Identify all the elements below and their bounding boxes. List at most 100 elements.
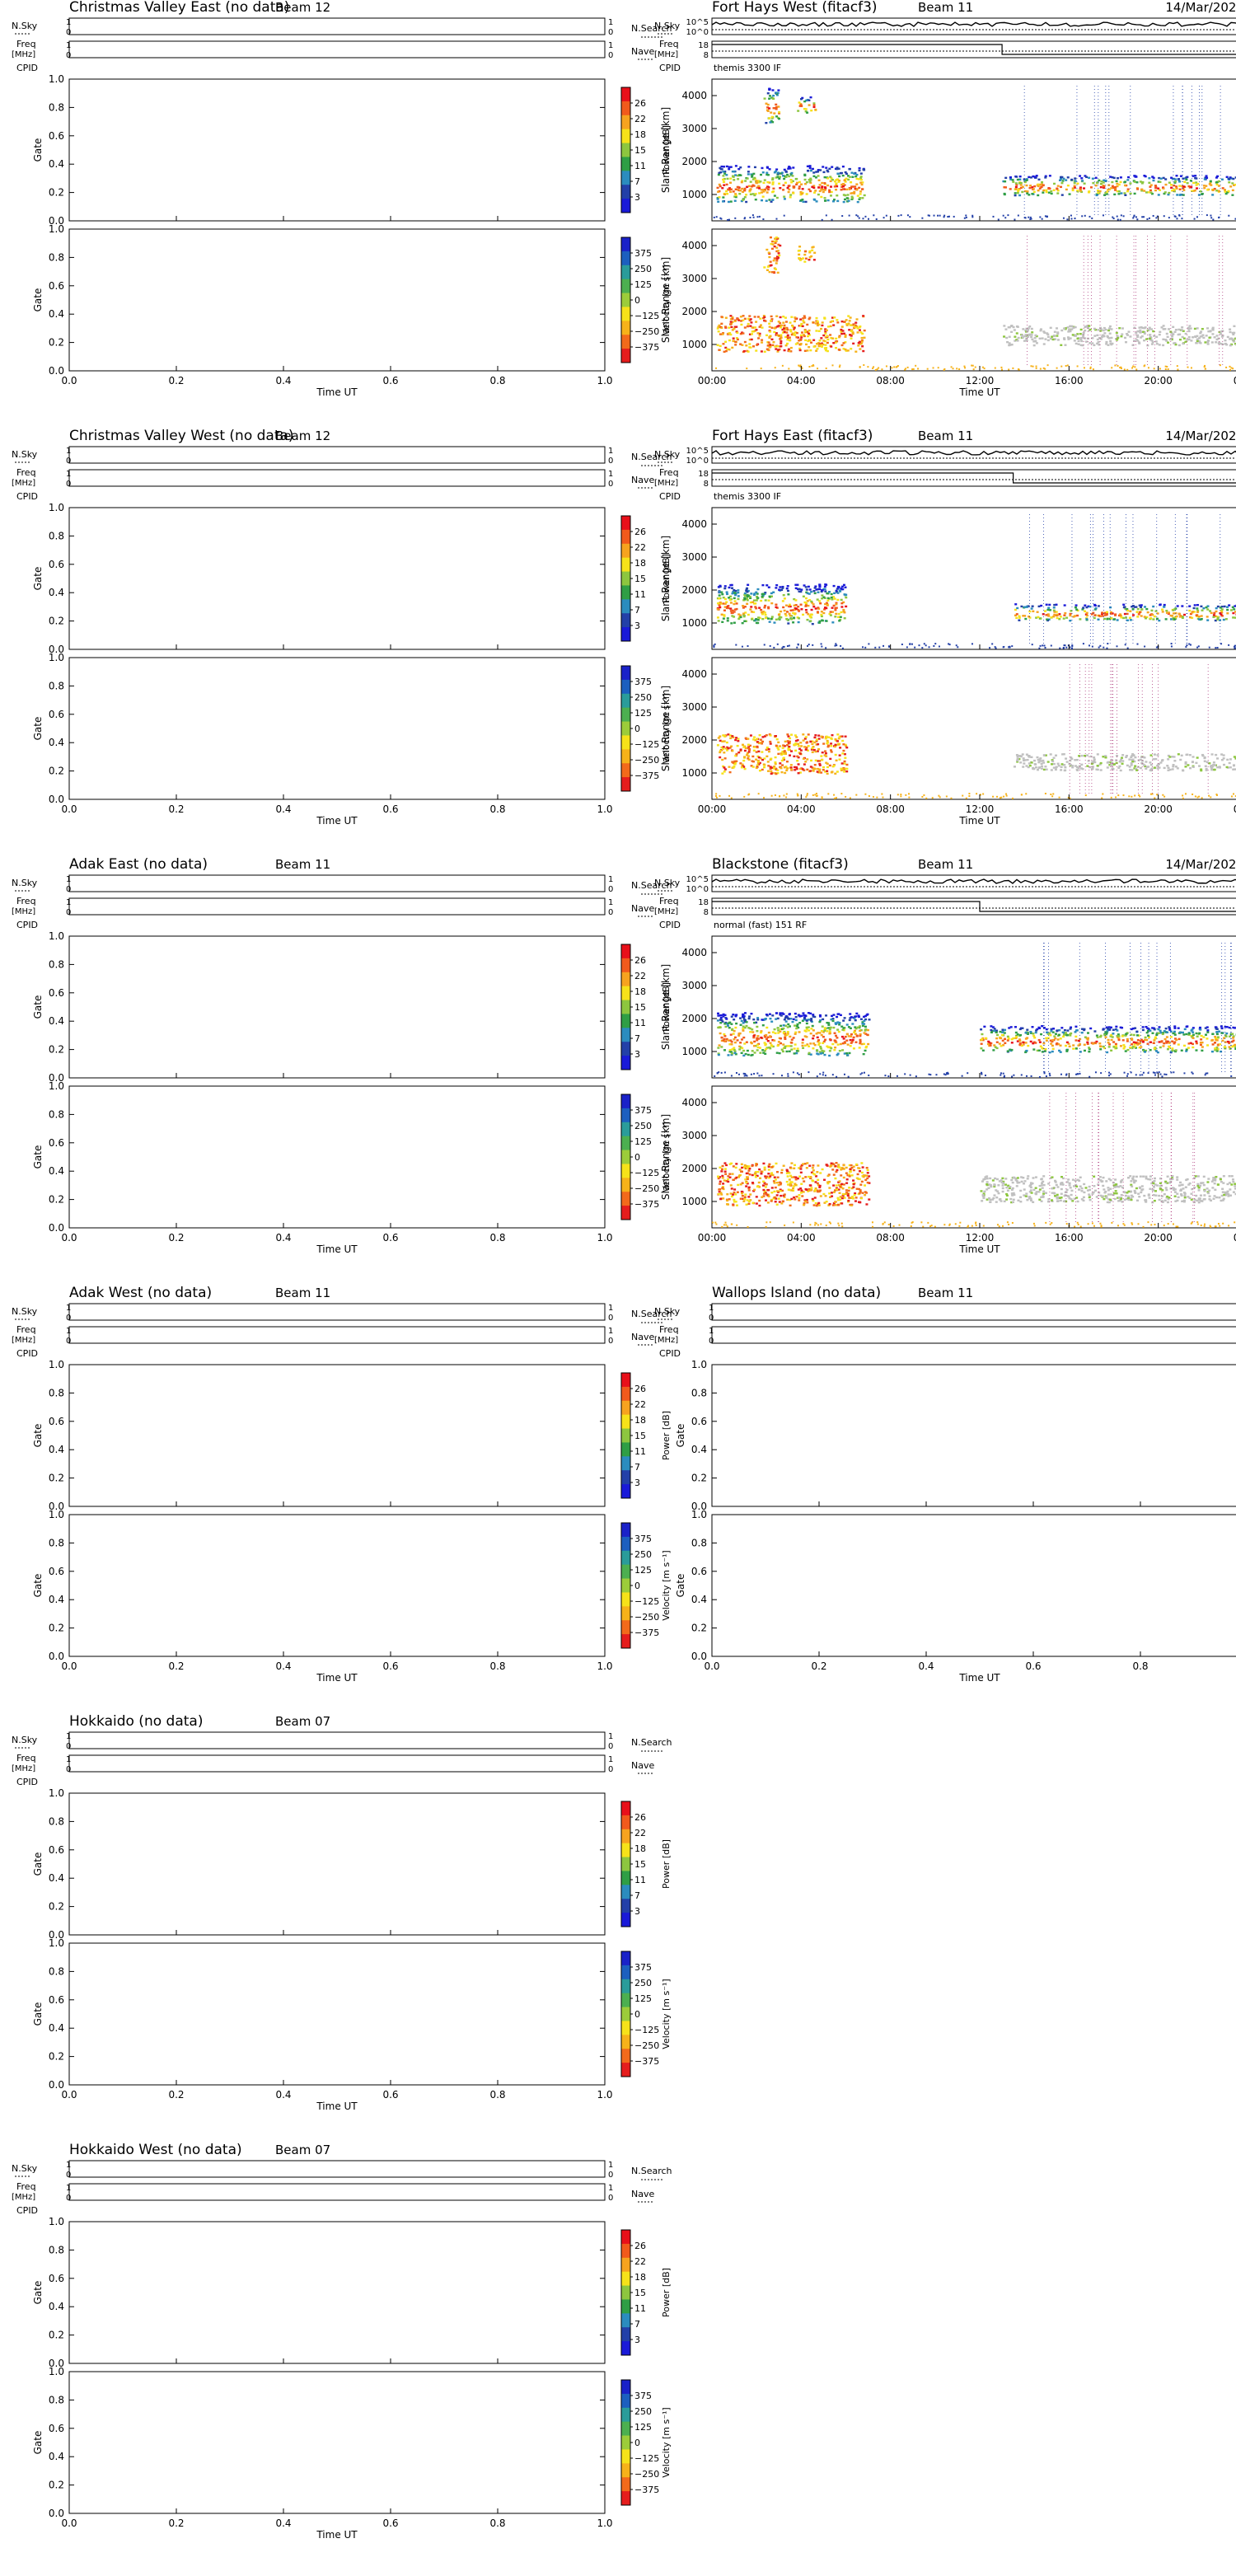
power-cell	[848, 167, 851, 171]
power-cell	[805, 99, 808, 102]
velocity-cell	[787, 747, 790, 750]
power-cell	[839, 616, 842, 618]
power-cell	[1035, 175, 1038, 177]
power-cell	[804, 200, 808, 204]
power-cell	[1224, 618, 1228, 621]
power-cell	[865, 1014, 868, 1016]
ground-scatter-cell	[1136, 218, 1139, 221]
power-cell	[1052, 616, 1056, 618]
velocity-cell	[1166, 335, 1169, 339]
velocity-cell	[1032, 766, 1035, 770]
ground-scatter-cell	[840, 793, 843, 795]
power-cell	[756, 180, 760, 182]
power-cell	[742, 1029, 745, 1032]
power-cell	[809, 1032, 812, 1035]
power-cell	[1123, 181, 1126, 184]
velocity-cell	[1064, 327, 1067, 330]
power-cell	[1018, 178, 1022, 180]
velocity-cell	[833, 316, 836, 319]
power-cell	[809, 1019, 812, 1022]
power-cell	[750, 1054, 753, 1056]
power-cell	[720, 591, 723, 593]
power-cell	[1060, 176, 1063, 179]
velocity-cell	[1010, 325, 1014, 327]
velocity-cell	[769, 766, 772, 768]
power-cell	[1021, 190, 1024, 194]
power-cell	[1126, 609, 1130, 612]
ground-scatter-cell	[713, 644, 715, 647]
velocity-cell	[1105, 340, 1108, 344]
velocity-cell	[814, 759, 817, 762]
power-cell	[771, 121, 775, 124]
power-cell	[817, 179, 821, 181]
velocity-cell	[1207, 330, 1210, 333]
power-cell	[1179, 175, 1182, 177]
velocity-cell	[783, 349, 786, 352]
ground-scatter-cell	[713, 216, 715, 218]
power-cell	[1045, 189, 1048, 192]
power-cell	[1016, 191, 1019, 194]
ground-scatter-cell	[872, 367, 874, 369]
ground-scatter-cell	[1135, 216, 1137, 218]
power-cell	[1091, 177, 1094, 180]
power-cell	[765, 199, 768, 202]
velocity-cell	[1233, 331, 1236, 335]
velocity-colorbar-tick-label: 0	[634, 1152, 640, 1163]
power-colorbar-tick-label: 18	[634, 129, 646, 140]
power-cell	[1196, 607, 1199, 610]
ground-scatter-cell	[938, 794, 940, 797]
power-colorbar-tick-label: 7	[634, 605, 640, 616]
power-cell	[1171, 190, 1174, 192]
power-cell	[840, 185, 844, 189]
velocity-cell	[808, 316, 812, 319]
power-cell	[744, 620, 747, 623]
power-cell	[828, 189, 831, 191]
velocity-cell	[789, 764, 793, 766]
velocity-cell	[1143, 764, 1146, 766]
ground-scatter-cell	[834, 644, 836, 647]
power-cell	[1168, 181, 1171, 184]
power-cell	[797, 621, 800, 624]
velocity-cell	[796, 739, 799, 742]
ground-scatter-cell	[715, 216, 718, 218]
velocity-cell	[1084, 337, 1087, 340]
power-cell	[771, 199, 775, 201]
power-cell	[719, 166, 722, 170]
power-cell	[794, 583, 798, 586]
power-cell	[774, 170, 777, 173]
velocity-cell	[729, 321, 733, 323]
velocity-cell	[845, 770, 849, 773]
power-cell	[752, 1036, 756, 1039]
power-cell	[1161, 611, 1164, 613]
ground-scatter-cell	[781, 647, 784, 649]
velocity-cell	[811, 246, 814, 249]
power-cell	[1203, 187, 1206, 190]
ground-scatter-cell	[763, 797, 765, 799]
velocity-cell	[1028, 762, 1031, 765]
power-cell	[806, 592, 809, 595]
velocity-cell	[1023, 759, 1027, 761]
velocity-cell	[1105, 343, 1108, 345]
power-cell	[842, 608, 845, 611]
velocity-cell	[800, 258, 803, 260]
velocity-cell	[1028, 325, 1032, 328]
velocity-cell	[1173, 760, 1177, 762]
velocity-cell	[1016, 340, 1019, 342]
ground-scatter-cell	[812, 644, 814, 646]
velocity-cell	[723, 768, 727, 770]
velocity-cell	[1172, 333, 1175, 335]
power-cell	[787, 167, 790, 170]
power-cell	[719, 185, 722, 188]
y-axis-label: Slant Range [km]	[660, 107, 672, 193]
power-cell	[1107, 188, 1110, 191]
velocity-cell	[1148, 334, 1151, 336]
velocity-cell	[1069, 759, 1072, 762]
velocity-cell	[775, 315, 779, 317]
velocity-cell	[826, 766, 829, 769]
power-cell	[1047, 615, 1051, 617]
velocity-cell	[1099, 330, 1103, 332]
power-cell	[1072, 616, 1075, 618]
velocity-cell	[1145, 338, 1149, 340]
power-cell	[1037, 194, 1040, 197]
power-cell	[718, 171, 721, 175]
